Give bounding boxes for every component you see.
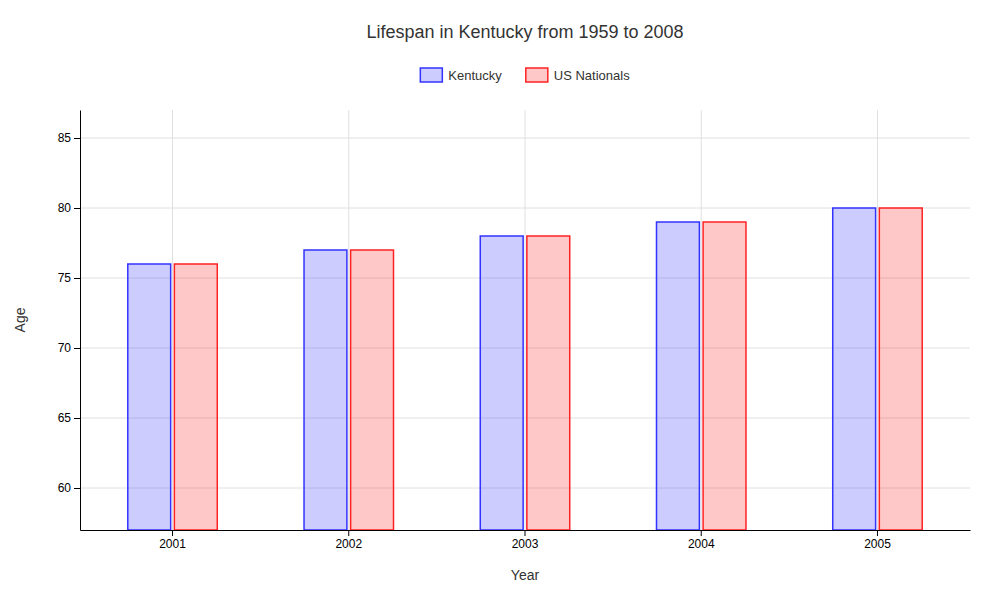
legend-swatch — [420, 68, 442, 82]
y-tick: 75 — [58, 271, 80, 285]
x-axis: 2001 2002 2003 2004 2005 — [81, 530, 971, 551]
bar — [480, 236, 523, 530]
y-tick-mark — [74, 138, 80, 139]
x-tick-label: 2005 — [864, 537, 891, 551]
y-tick-label: 70 — [58, 341, 72, 355]
y-axis-title: Age — [12, 307, 28, 332]
y-tick: 60 — [58, 481, 80, 495]
x-tick: 2001 — [159, 530, 186, 551]
legend-item: Kentucky — [420, 68, 502, 83]
x-grid-line — [877, 110, 878, 530]
y-tick: 70 — [58, 341, 80, 355]
y-tick-mark — [74, 278, 80, 279]
bar-series — [174, 208, 922, 530]
plot-area: 2001 2002 2003 2004 2005 60 65 70 75 80 85 — [58, 110, 971, 551]
bar — [657, 222, 700, 530]
x-grid-line — [348, 110, 349, 530]
y-tick-label: 60 — [58, 481, 72, 495]
bar — [174, 264, 217, 530]
bar — [304, 250, 347, 530]
bar — [879, 208, 922, 530]
chart-svg: 2001 2002 2003 2004 2005 60 65 70 75 80 85 Year Age L… — [0, 0, 1000, 600]
x-tick-label: 2002 — [335, 537, 362, 551]
x-tick-mark — [172, 530, 173, 536]
bar — [128, 264, 171, 530]
x-grid-line — [701, 110, 702, 530]
legend-swatch — [526, 68, 548, 82]
y-tick: 85 — [58, 131, 80, 145]
legend-label: US Nationals — [554, 68, 630, 83]
bar — [703, 222, 746, 530]
x-tick-label: 2001 — [159, 537, 186, 551]
x-tick: 2003 — [512, 530, 539, 551]
y-tick-label: 85 — [58, 131, 72, 145]
legend: Kentucky US Nationals — [420, 68, 630, 83]
x-tick-label: 2003 — [512, 537, 539, 551]
x-grid-line — [172, 110, 173, 530]
bars — [128, 208, 922, 530]
legend-item: US Nationals — [526, 68, 630, 83]
x-tick: 2005 — [864, 530, 891, 551]
x-axis-title: Year — [511, 567, 540, 583]
y-tick: 65 — [58, 411, 80, 425]
y-tick-mark — [74, 488, 80, 489]
legend-label: Kentucky — [448, 68, 502, 83]
grid — [80, 110, 970, 530]
x-tick-mark — [348, 530, 349, 536]
y-tick-label: 80 — [58, 201, 72, 215]
y-tick: 80 — [58, 201, 80, 215]
bar — [527, 236, 570, 530]
y-tick-mark — [74, 208, 80, 209]
x-tick: 2002 — [335, 530, 362, 551]
y-tick-mark — [74, 418, 80, 419]
x-tick-mark — [701, 530, 702, 536]
chart-container: 2001 2002 2003 2004 2005 60 65 70 75 80 85 Year Age L… — [0, 0, 1000, 600]
x-tick-label: 2004 — [688, 537, 715, 551]
chart-title: Lifespan in Kentucky from 1959 to 2008 — [366, 22, 683, 42]
y-axis-line — [80, 111, 81, 531]
bar — [833, 208, 876, 530]
x-tick-mark — [525, 530, 526, 536]
bar-series — [128, 208, 876, 530]
y-tick-mark — [74, 348, 80, 349]
y-tick-label: 65 — [58, 411, 72, 425]
x-grid-line — [525, 110, 526, 530]
y-tick-label: 75 — [58, 271, 72, 285]
x-tick: 2004 — [688, 530, 715, 551]
x-tick-mark — [877, 530, 878, 536]
y-axis: 60 65 70 75 80 85 — [58, 111, 81, 531]
bar — [351, 250, 394, 530]
